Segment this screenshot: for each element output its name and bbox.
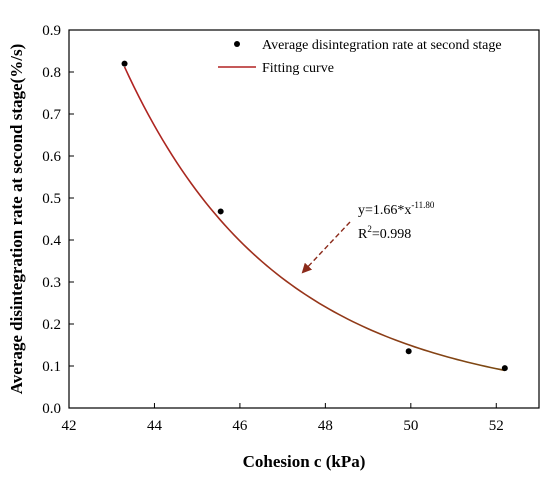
y-tick-label: 0.0 — [42, 401, 61, 417]
fit-annotation: y=1.66*x-11.80 R2=0.998 — [301, 200, 435, 274]
x-axis-title: Cohesion c (kPa) — [243, 452, 366, 471]
x-tick-label: 48 — [318, 418, 333, 434]
data-point — [121, 60, 128, 67]
data-points — [121, 60, 508, 372]
y-tick-label: 0.2 — [42, 317, 61, 333]
fit-r-squared: R2=0.998 — [358, 224, 411, 242]
y-tick-label: 0.5 — [42, 191, 61, 207]
legend-scatter-marker — [234, 41, 240, 47]
y-tick-label: 0.1 — [42, 359, 61, 375]
x-tick-label: 44 — [147, 418, 163, 434]
annotation-arrow — [301, 221, 351, 274]
fitting-curve — [123, 66, 505, 372]
y-tick-label: 0.6 — [42, 149, 61, 165]
y-tick-label: 0.7 — [42, 107, 61, 123]
y-tick-label: 0.9 — [42, 23, 61, 39]
data-point — [405, 348, 412, 355]
data-point — [501, 365, 508, 372]
plot-frame — [68, 29, 540, 409]
y-axis-title: Average disintegration rate at second st… — [7, 44, 26, 394]
x-axis-ticks: 42 44 46 48 50 52 — [62, 403, 504, 434]
legend-line-label: Fitting curve — [262, 61, 334, 76]
x-tick-label: 52 — [489, 418, 504, 434]
y-tick-label: 0.4 — [42, 233, 61, 249]
fit-equation: y=1.66*x-11.80 — [358, 200, 435, 218]
legend-scatter-label: Average disintegration rate at second st… — [262, 38, 502, 53]
y-tick-label: 0.3 — [42, 275, 61, 291]
x-tick-label: 46 — [232, 418, 248, 434]
y-tick-label: 0.8 — [42, 65, 61, 81]
x-tick-label: 50 — [403, 418, 418, 434]
legend: Average disintegration rate at second st… — [218, 38, 502, 76]
data-point — [217, 208, 224, 215]
y-axis-ticks: 0.0 0.1 0.2 0.3 0.4 0.5 0.6 0.7 0.8 0.9 — [42, 23, 74, 417]
x-tick-label: 42 — [62, 418, 77, 434]
